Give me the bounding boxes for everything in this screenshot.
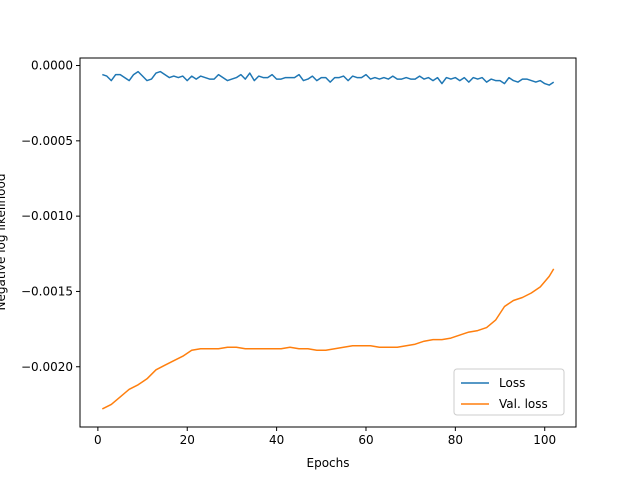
x-tick-label: 0 (94, 433, 102, 447)
series-line-0 (102, 70, 555, 86)
y-tick-label: −0.0015 (21, 284, 73, 298)
x-axis-label: Epochs (307, 456, 350, 470)
y-tick-label: −0.0010 (21, 209, 73, 223)
legend-label: Loss (499, 376, 525, 390)
legend-label: Val. loss (499, 397, 548, 411)
series-layer (101, 70, 555, 410)
x-tick-label: 80 (448, 433, 463, 447)
y-axis-ticks: 0.0000 −0.0005 −0.0010 −0.0015 −0.0020 (21, 59, 80, 374)
x-tick-label: 60 (358, 433, 373, 447)
series-line-1 (101, 268, 555, 410)
x-tick-label: 20 (180, 433, 195, 447)
y-tick-label: 0.0000 (31, 59, 73, 73)
x-tick-label: 100 (533, 433, 556, 447)
axes-frame (79, 57, 577, 428)
y-tick-label: −0.0020 (21, 360, 73, 374)
y-axis-label: Negative log likelihood (0, 174, 8, 311)
x-axis-ticks: 0 20 40 60 80 100 (94, 427, 556, 447)
legend: Loss Val. loss (453, 368, 565, 416)
y-tick-label: −0.0005 (21, 134, 73, 148)
x-tick-label: 40 (269, 433, 284, 447)
